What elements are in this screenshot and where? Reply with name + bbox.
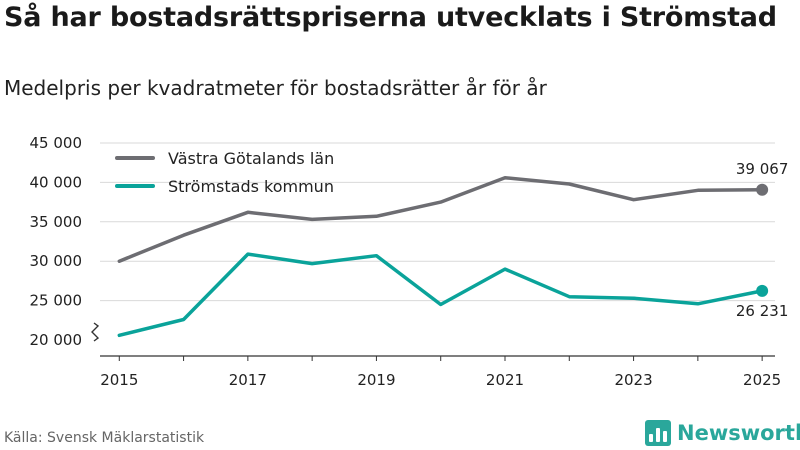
end-value-label-2: 26 231 <box>736 302 789 320</box>
x-tick-label: 2019 <box>357 371 395 389</box>
x-tick-label: 2025 <box>743 371 781 389</box>
legend-label-2: Strömstads kommun <box>168 177 334 196</box>
y-tick-label: 20 000 <box>30 331 83 349</box>
y-tick-label: 25 000 <box>30 292 83 310</box>
series-line-1 <box>117 175 764 263</box>
y-tick-label: 40 000 <box>30 173 83 191</box>
labels: 39 067 26 231 <box>736 160 789 320</box>
newsworthy-logo-icon <box>645 420 671 446</box>
legend: Västra Götalands län Strömstads kommun <box>115 149 334 196</box>
series-end-point-1 <box>756 183 769 196</box>
series-end-point-2 <box>756 284 769 297</box>
y-axis-break-icon <box>91 322 100 342</box>
y-tick-label: 30 000 <box>30 252 83 270</box>
line-chart: 20 000 25 000 30 000 35 000 40 000 45 000 2015… <box>30 134 789 389</box>
x-tick-label: 2017 <box>229 371 267 389</box>
brand-name: Newsworthy <box>677 421 800 445</box>
series-lines <box>117 175 769 338</box>
source-note: Källa: Svensk Mäklarstatistik <box>4 430 205 446</box>
x-tick-label: 2021 <box>486 371 524 389</box>
axes: 20 000 25 000 30 000 35 000 40 000 45 000 2015… <box>30 134 782 389</box>
series-line-2 <box>117 252 764 338</box>
end-value-label-1: 39 067 <box>736 160 789 178</box>
y-tick-label: 45 000 <box>30 134 83 152</box>
legend-label-1: Västra Götalands län <box>168 149 334 168</box>
chart-subtitle: Medelpris per kvadratmeter för bostadsrä… <box>4 76 547 100</box>
chart-title: Så har bostadsrättspriserna utvecklats i… <box>4 2 777 33</box>
brand-mark: Newsworthy <box>645 420 800 446</box>
x-tick-label: 2023 <box>614 371 652 389</box>
y-tick-label: 35 000 <box>30 213 83 231</box>
x-tick-label: 2015 <box>100 371 138 389</box>
